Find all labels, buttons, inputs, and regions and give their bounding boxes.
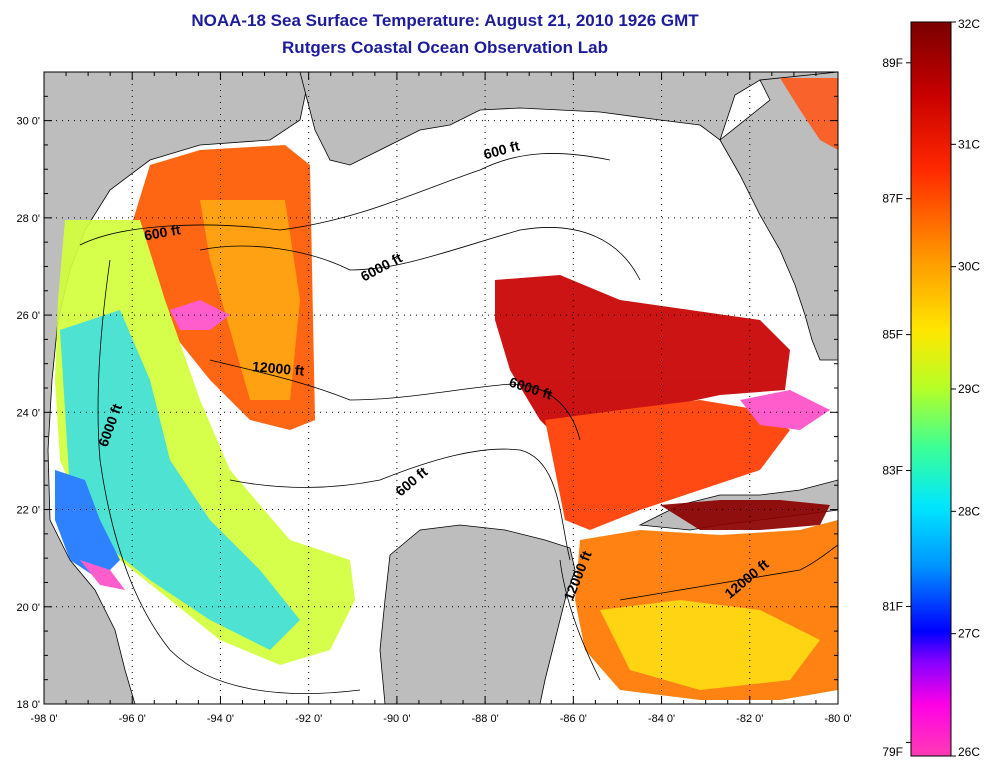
colorbar: [910, 21, 952, 757]
lat-tick-label: 26 0': [16, 310, 40, 322]
colorbar-c-label: 28C: [958, 504, 980, 518]
colorbar-f-label: 87F: [882, 192, 903, 206]
sst-swaths: [55, 78, 838, 700]
lat-tick-label: 18 0': [16, 699, 40, 711]
colorbar-f-label: 81F: [882, 599, 903, 613]
lon-tick-label: -86 0': [560, 713, 587, 725]
colorbar-f-label: 89F: [882, 56, 903, 70]
colorbar-f-label: 79F: [882, 745, 903, 759]
lat-tick-label: 22 0': [16, 505, 40, 517]
lon-tick-label: -80 0': [824, 713, 851, 725]
colorbar-f-label: 83F: [882, 464, 903, 478]
axis-tick-labels: -98 0' -96 0' -94 0' -92 0' -90 0' -88 0' -86 …: [16, 116, 851, 725]
colorbar-c-label: 29C: [958, 382, 980, 396]
lon-tick-label: -92 0': [295, 713, 322, 725]
contour-label: 600 ft: [143, 221, 182, 243]
land-mexico-texas: [44, 72, 311, 704]
lon-tick-label: -82 0': [736, 713, 763, 725]
lon-tick-label: -84 0': [648, 713, 675, 725]
lon-tick-label: -94 0': [207, 713, 234, 725]
graticule: [44, 72, 838, 704]
lon-tick-label: -90 0': [383, 713, 410, 725]
colorbar-c-label: 32C: [958, 17, 980, 31]
lat-tick-label: 28 0': [16, 213, 40, 225]
map-title: NOAA-18 Sea Surface Temperature: August …: [191, 11, 699, 30]
colorbar-labels: 32C 31C 30C 29C 28C 27C 26C 89F 87F 85F 83F 81F 79F: [882, 17, 980, 759]
lon-tick-label: -98 0': [30, 713, 57, 725]
colorbar-f-label: 85F: [882, 328, 903, 342]
lat-tick-label: 20 0': [16, 602, 40, 614]
colorbar-c-label: 26C: [958, 745, 980, 759]
colorbar-c-label: 27C: [958, 627, 980, 641]
lon-tick-label: -96 0': [119, 713, 146, 725]
bathymetry-contours: [79, 153, 838, 694]
axis-ticks: [43, 71, 839, 705]
contour-label: 12000 ft: [252, 358, 306, 379]
lat-tick-label: 30 0': [16, 116, 40, 128]
colorbar-c-label: 31C: [958, 137, 980, 151]
colorbar-c-label: 30C: [958, 260, 980, 274]
map-subtitle: Rutgers Coastal Ocean Observation Lab: [282, 38, 608, 57]
lat-tick-label: 24 0': [16, 407, 40, 419]
land-yucatan: [379, 524, 576, 704]
lon-tick-label: -88 0': [472, 713, 499, 725]
